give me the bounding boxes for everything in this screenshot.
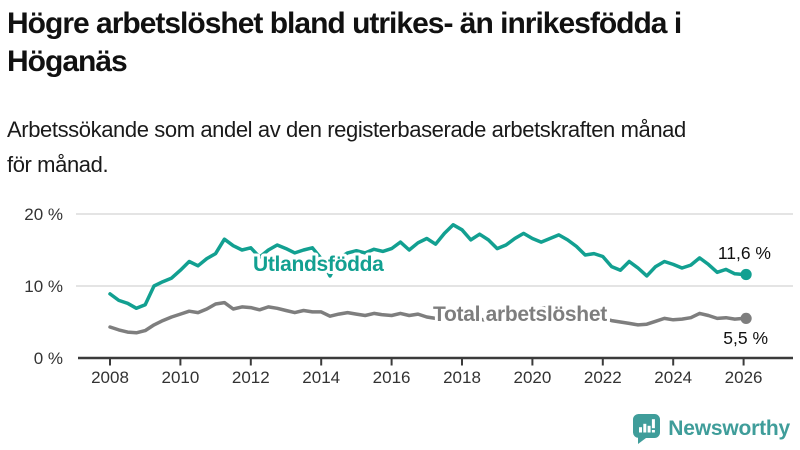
series-inline-label: Utlandsfödda: [253, 253, 384, 276]
logo-bar-tall: [643, 423, 647, 433]
x-tick-label: 2018: [443, 368, 481, 387]
logo-bar-medium: [647, 425, 651, 433]
page-title-line-2: Höganäs: [7, 45, 128, 78]
x-tick-label: 2012: [232, 368, 270, 387]
x-tick-label: 2024: [654, 368, 692, 387]
x-tick-label: 2016: [373, 368, 411, 387]
x-tick-label: 2020: [513, 368, 551, 387]
page-title: Högre arbetslöshet bland utrikes- än inr…: [7, 5, 795, 81]
logo-exclamation-stroke: [652, 419, 656, 429]
x-tick-label: 2022: [584, 368, 622, 387]
newsworthy-logo-icon: [633, 414, 661, 444]
x-tick-label: 2014: [302, 368, 340, 387]
y-tick-label: 10 %: [24, 277, 63, 296]
newsworthy-logo[interactable]: Newsworthy: [633, 414, 790, 444]
page-title-line-1: Högre arbetslöshet bland utrikes- än inr…: [7, 7, 682, 40]
series-line-total: [108, 300, 746, 335]
series-end-value-label: 11,6 %: [718, 243, 771, 263]
logo-bar-short: [639, 427, 643, 433]
series-line-utlandsfodda: [108, 223, 746, 311]
series-end-dot: [740, 268, 752, 281]
x-tick-label: 2010: [161, 368, 199, 387]
newsworthy-logo-text: Newsworthy: [668, 417, 790, 440]
chart-subtitle-line-1: Arbetssökande som andel av den registerb…: [7, 117, 686, 142]
series-inline-label: Total arbetslöshet: [433, 303, 607, 326]
chart-subtitle: Arbetssökande som andel av den registerb…: [7, 112, 795, 182]
chart-subtitle-line-2: för månad.: [7, 152, 109, 177]
series-end-dot: [740, 312, 752, 324]
logo-exclamation-dot: [652, 430, 656, 433]
y-tick-label: 0 %: [34, 349, 63, 368]
x-tick-label: 2026: [725, 368, 763, 387]
x-tick-label: 2008: [91, 368, 129, 387]
y-tick-label: 20 %: [24, 205, 63, 224]
series-end-value-label: 5,5 %: [723, 328, 768, 348]
